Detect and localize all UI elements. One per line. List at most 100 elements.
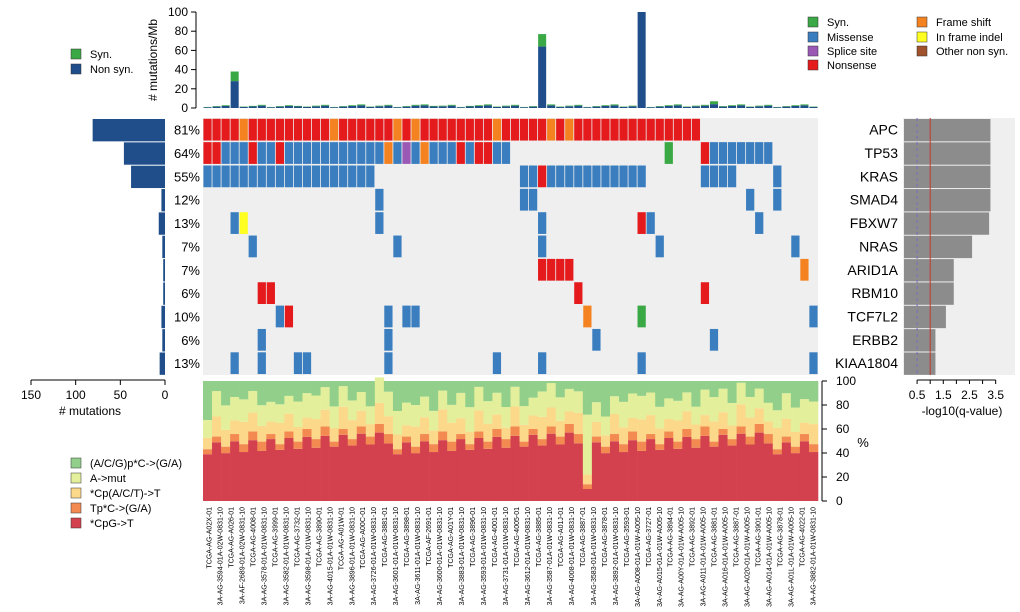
cell-tp53-2 <box>221 142 230 164</box>
spectrum-segment <box>691 381 701 407</box>
burden-bar-nonsyn <box>737 105 746 108</box>
spectrum-segment <box>257 381 267 406</box>
spectrum-tick-label: 0 <box>836 494 843 508</box>
spectrum-legend-swatch <box>70 517 82 529</box>
burden-bar-syn <box>529 106 538 107</box>
cell-apc-18 <box>366 118 375 141</box>
gene-labels: APC TP53 KRAS SMAD4 FBXW7 NRAS ARID1A RBM10 TCF7… <box>835 122 899 371</box>
spectrum-segment <box>411 405 421 427</box>
legend-swatch-5 <box>916 45 928 57</box>
spectrum-segment <box>510 435 520 501</box>
qvalue-bar <box>904 329 936 352</box>
spectrum-segment <box>591 381 602 403</box>
spectrum-segment <box>338 429 349 435</box>
burden-bar-nonsyn <box>583 107 592 108</box>
cell-kiaa1804-6 <box>257 352 266 375</box>
burden-bar-nonsyn <box>538 46 547 108</box>
percent-label: 6% <box>181 333 200 348</box>
spectrum-segment <box>772 428 783 450</box>
burden-bar-nonsyn <box>366 106 375 108</box>
spectrum-segment <box>284 431 294 438</box>
spectrum-segment <box>691 447 701 501</box>
spectrum-segment <box>745 417 755 437</box>
burden-bar-nonsyn <box>302 106 312 108</box>
spectrum-segment <box>347 400 358 421</box>
burden-bar-syn <box>800 104 809 106</box>
spectrum-segment <box>401 436 412 443</box>
spectrum-segment <box>411 453 421 501</box>
spectrum-segment <box>528 381 538 398</box>
burden-bar-syn <box>230 71 239 82</box>
spectrum-segment <box>754 388 765 409</box>
cell-tp53-62 <box>764 142 773 164</box>
cell-apc-36 <box>528 118 538 141</box>
percent-label: 55% <box>174 169 200 184</box>
sample-label: TCGA-AG-3887-01 <box>734 507 741 567</box>
burden-bar-syn <box>764 104 773 106</box>
cell-erbb2-6 <box>257 328 266 351</box>
spectrum-segment <box>275 423 285 445</box>
spectrum-segment <box>619 427 629 445</box>
sample-label: TCGA-AG-3898-01 <box>404 507 411 567</box>
spectrum-legend-swatch <box>70 457 82 469</box>
cell-kiaa1804-67 <box>809 352 818 375</box>
spectrum-segment <box>555 420 566 437</box>
spectrum-segment <box>790 381 801 408</box>
burden-bar-nonsyn <box>728 106 737 108</box>
burden-bar-nonsyn <box>492 106 501 108</box>
burden-bar-syn <box>420 104 429 106</box>
sample-label: 3A-AG-A020-01A-01W-A005-10 <box>745 507 752 607</box>
spectrum-segment <box>781 381 792 394</box>
spectrum-segment <box>221 429 231 447</box>
cell-apc-44 <box>601 118 610 141</box>
spectrum-segment <box>709 397 719 422</box>
spectrum-legend-swatch <box>70 472 82 484</box>
sample-label: 3A-AG-A014-01A-01W-A005-10 <box>767 507 774 607</box>
spectrum-segment <box>329 441 339 447</box>
spectrum-segment <box>465 381 475 408</box>
cell-erbb2-20 <box>384 328 393 351</box>
sample-label: TCGA-AG-A00C-01 <box>360 507 367 569</box>
burden-tick-label: 60 <box>175 43 189 57</box>
spectrum-segment <box>365 436 376 445</box>
cell-tp53-28 <box>456 142 465 164</box>
spectrum-segment <box>420 434 430 442</box>
legend-label-5: Other non syn. <box>936 46 1008 58</box>
spectrum-segment <box>338 406 349 429</box>
spectrum-segment <box>582 484 593 489</box>
spectrum-segment <box>374 432 385 501</box>
legend-nonsyn-swatch <box>70 63 82 75</box>
burden-bar-nonsyn <box>764 105 773 108</box>
qvalue-bar <box>904 282 954 305</box>
burden-bar-nonsyn <box>456 107 465 108</box>
cell-apc-38 <box>547 118 556 141</box>
gene-count-bars <box>92 119 165 375</box>
spectrum-legend: (A/C/G)p*C->(G/A) A->mut *Cp(A/C/T)->T Tp*C… <box>70 457 182 530</box>
burden-bar-nonsyn <box>773 107 782 108</box>
spectrum-segment <box>302 436 312 501</box>
cell-apc-14 <box>330 118 339 141</box>
burden-bar-syn <box>321 104 330 106</box>
spectrum-segment <box>411 446 421 454</box>
cell-apc-24 <box>420 118 429 141</box>
cell-kras-36 <box>528 165 538 188</box>
spectrum-segment <box>655 428 665 445</box>
spectrum-segment <box>392 381 403 411</box>
burden-bar-syn <box>737 104 746 106</box>
burden-bar-nonsyn <box>565 106 574 108</box>
cell-kras-9 <box>284 165 294 188</box>
cell-apc-45 <box>610 118 619 141</box>
burden-bar-syn <box>411 104 420 106</box>
sample-label: 3A-AG-3726-01A-01W-0831-10 <box>371 507 378 605</box>
cell-apc-23 <box>411 118 420 141</box>
cell-smad4-19 <box>375 188 384 211</box>
top-panel: 0 20 40 60 80 100 246 # mutations/Mb <box>146 5 818 115</box>
cell-tp53-51 <box>664 142 673 164</box>
spectrum-segment <box>808 381 819 402</box>
spectrum-segment <box>537 381 547 392</box>
cell-rbm10-41 <box>574 282 583 304</box>
burden-bar-nonsyn <box>700 105 709 108</box>
cell-apc-9 <box>284 118 294 141</box>
spectrum-segment <box>664 438 674 501</box>
